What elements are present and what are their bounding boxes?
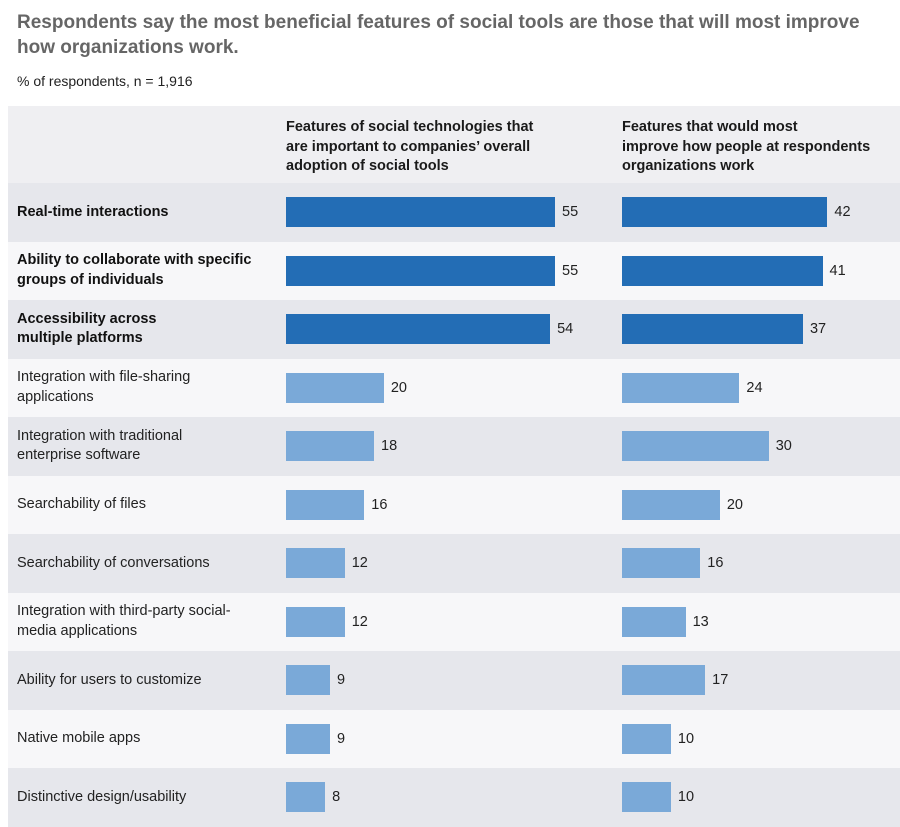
bar-adoption — [286, 431, 375, 461]
bar-work — [622, 723, 671, 754]
bar-adoption — [286, 372, 384, 403]
chart-row: Ability for users to customize 9 17 — [8, 651, 900, 710]
bar-adoption — [286, 723, 331, 754]
value-label-adoption: 55 — [562, 204, 579, 220]
chart-row: Integration with file-sharing applicatio… — [8, 358, 900, 417]
value-label-work: 37 — [809, 321, 827, 337]
chart-row: Integration with third-party social- med… — [8, 592, 900, 651]
category-label: Searchability of files — [17, 496, 146, 512]
value-label-work: 30 — [775, 438, 792, 454]
value-label-adoption: 8 — [332, 789, 341, 805]
category-label: Real-time interactions — [17, 203, 169, 220]
category-label: Native mobile apps — [17, 730, 141, 746]
bar-work — [622, 431, 769, 461]
bar-work — [622, 314, 803, 344]
value-label-work: 20 — [726, 496, 743, 513]
value-label-adoption: 55 — [562, 262, 579, 279]
bar-adoption — [286, 197, 555, 227]
value-label-adoption: 9 — [337, 672, 346, 688]
bar-adoption — [286, 665, 331, 695]
value-label-work: 10 — [677, 789, 695, 805]
value-label-work: 24 — [746, 379, 763, 396]
chart-row: Accessibility across multiple platforms 5… — [8, 300, 900, 359]
bar-adoption — [286, 489, 365, 520]
category-label: Searchability of conversations — [17, 554, 210, 571]
value-label-adoption: 12 — [351, 613, 368, 630]
category-label: Integration with traditional enterprise … — [17, 427, 183, 464]
series-2-header: Features that would most improve how peo… — [622, 119, 871, 174]
value-label-work: 13 — [692, 613, 709, 630]
chart-row: Distinctive design/usability 8 10 — [8, 768, 900, 827]
value-label-work: 10 — [677, 730, 695, 747]
bar-work — [622, 606, 686, 637]
value-label-work: 41 — [829, 262, 846, 279]
bar-adoption — [286, 314, 551, 344]
bar-work — [622, 372, 740, 403]
value-label-work: 17 — [712, 672, 729, 688]
value-label-adoption: 20 — [390, 379, 407, 396]
value-label-work: 42 — [834, 204, 851, 220]
value-label-adoption: 16 — [371, 496, 388, 513]
value-label-adoption: 12 — [351, 555, 368, 571]
bar-adoption — [286, 606, 345, 637]
category-label: Integration with file-sharing applicatio… — [17, 369, 191, 405]
bar-adoption — [286, 548, 345, 578]
chart-row: Ability to collaborate with specific gro… — [8, 241, 900, 300]
chart-title: Respondents say the most beneficial feat… — [17, 12, 860, 58]
chart-row: Searchability of conversations 12 16 — [8, 534, 900, 593]
chart-row: Searchability of files 16 20 — [8, 475, 900, 534]
value-label-adoption: 9 — [337, 730, 346, 747]
category-label: Integration with third-party social- med… — [17, 603, 231, 639]
category-label: Distinctive design/usability — [17, 788, 187, 805]
chart-row: Real-time interactions 55 42 — [8, 183, 900, 242]
bar-work — [622, 489, 720, 520]
bar-work — [622, 197, 828, 227]
value-label-adoption: 18 — [381, 438, 398, 454]
bar-work — [622, 665, 706, 695]
bar-adoption — [286, 782, 326, 812]
chart-subtitle: % of respondents, n = 1,916 — [17, 73, 193, 89]
value-label-work: 16 — [707, 555, 724, 571]
bar-work — [622, 548, 701, 578]
bar-work — [622, 255, 823, 286]
category-label: Ability to collaborate with specific gro… — [17, 252, 252, 288]
chart-row: Integration with traditional enterprise … — [8, 417, 900, 476]
value-label-adoption: 54 — [557, 321, 574, 337]
chart-row: Native mobile apps 9 10 — [8, 709, 900, 768]
category-label: Ability for users to customize — [17, 671, 202, 688]
category-label: Accessibility across multiple platforms — [17, 310, 157, 347]
bar-work — [622, 782, 671, 812]
bar-adoption — [286, 255, 555, 286]
series-1-header: Features of social technologies that are… — [286, 119, 534, 174]
